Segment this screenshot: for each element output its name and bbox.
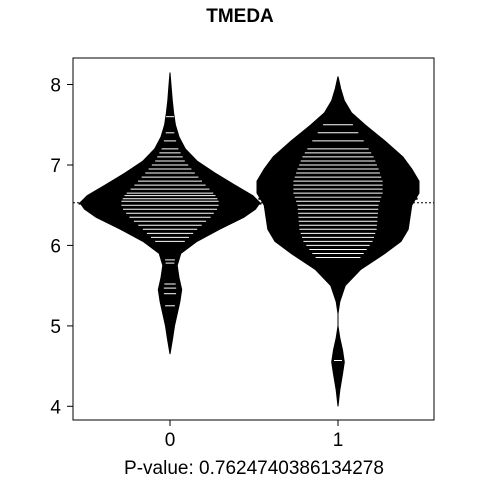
- x-tick-label-0: 0: [165, 430, 176, 451]
- y-tick-label-7: 7: [50, 156, 61, 177]
- y-tick-label-5: 5: [50, 317, 61, 338]
- chart-title: TMEDA: [206, 6, 274, 27]
- x-axis-label: P-value: 0.7624740386134278: [124, 458, 384, 479]
- y-tick-label-8: 8: [50, 76, 61, 97]
- overlay-layer: [73, 197, 434, 205]
- x-tick-label-1: 1: [333, 430, 344, 451]
- y-tick-label-6: 6: [50, 236, 61, 257]
- plot-frame: [72, 57, 435, 421]
- axes-layer: 4 5 6 7 8 0 1: [50, 76, 343, 452]
- beans-layer: [79, 72, 420, 407]
- y-tick-label-4: 4: [50, 397, 61, 418]
